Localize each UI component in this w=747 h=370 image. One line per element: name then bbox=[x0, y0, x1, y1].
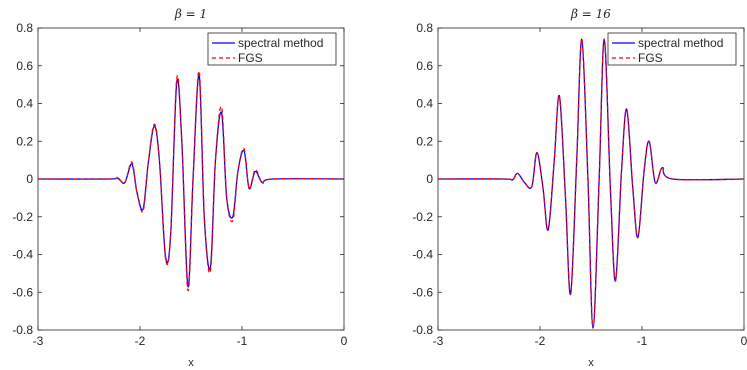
x-tick-label-right-0: -3 bbox=[433, 334, 444, 348]
legend-left: spectral method FGS bbox=[207, 32, 337, 66]
legend-label-fgs-right: FGS bbox=[638, 51, 663, 65]
legend-label-spectral-right: spectral method bbox=[638, 36, 723, 50]
x-axis-label-right: x bbox=[588, 357, 594, 369]
chart-right: -3 -2 -1 0 -0.8 -0.6 -0.4 -0.2 0 0.2 0.4 0.6 0.8 β =… bbox=[412, 7, 747, 369]
x-ticks-left bbox=[37, 28, 345, 330]
y-tick-label-right-3: -0.2 bbox=[412, 210, 433, 224]
x-tick-label-left-1: -2 bbox=[135, 334, 146, 348]
legend-label-fgs-left: FGS bbox=[238, 51, 263, 65]
y-tick-label-left-7: 0.6 bbox=[16, 59, 33, 73]
y-tick-label-right-7: 0.6 bbox=[416, 59, 433, 73]
legend-box-left bbox=[207, 32, 337, 66]
x-tick-label-right-2: -1 bbox=[637, 334, 648, 348]
x-axis-label-left: x bbox=[188, 357, 194, 369]
x-ticks-right bbox=[437, 28, 745, 330]
y-tick-label-right-4: 0 bbox=[426, 172, 433, 186]
chart-title-right: β = 16 bbox=[570, 7, 611, 21]
series-layer-right bbox=[437, 38, 745, 329]
y-tick-label-left-6: 0.4 bbox=[16, 97, 33, 111]
x-tick-label-right-3: 0 bbox=[741, 334, 747, 348]
chart-left: -3 -2 -1 0 -0.8 -0.6 -0.4 -0.2 0 0.2 0.4 0.6 0.8 β =… bbox=[12, 7, 347, 369]
x-tick-label-left-3: 0 bbox=[341, 334, 348, 348]
y-tick-label-right-2: -0.4 bbox=[412, 248, 433, 262]
x-tick-label-right-1: -2 bbox=[535, 334, 546, 348]
y-tick-label-right-1: -0.6 bbox=[412, 285, 433, 299]
legend-right: spectral method FGS bbox=[607, 32, 737, 66]
x-tick-label-left-2: -1 bbox=[237, 334, 248, 348]
tick-labels-left: -3 -2 -1 0 -0.8 -0.6 -0.4 -0.2 0 0.2 0.4 0.6 0.8 bbox=[12, 21, 347, 348]
y-tick-label-right-8: 0.8 bbox=[416, 21, 433, 35]
y-tick-label-left-3: -0.2 bbox=[12, 210, 33, 224]
y-tick-label-left-5: 0.2 bbox=[16, 134, 33, 148]
y-tick-label-right-0: -0.8 bbox=[412, 323, 433, 337]
series-layer-left bbox=[37, 70, 345, 292]
y-tick-label-right-5: 0.2 bbox=[416, 134, 433, 148]
y-tick-label-left-0: -0.8 bbox=[12, 323, 33, 337]
legend-label-spectral-left: spectral method bbox=[238, 36, 323, 50]
legend-box-right bbox=[607, 32, 737, 66]
series-line-right-fgs bbox=[437, 38, 745, 329]
x-tick-label-left-0: -3 bbox=[33, 334, 44, 348]
y-tick-label-left-2: -0.4 bbox=[12, 248, 33, 262]
chart-title-left: β = 1 bbox=[174, 7, 207, 21]
y-tick-label-left-8: 0.8 bbox=[16, 21, 33, 35]
y-tick-label-left-1: -0.6 bbox=[12, 285, 33, 299]
y-tick-label-left-4: 0 bbox=[26, 172, 33, 186]
y-tick-label-right-6: 0.4 bbox=[416, 97, 433, 111]
tick-labels-right: -3 -2 -1 0 -0.8 -0.6 -0.4 -0.2 0 0.2 0.4 0.6 0.8 bbox=[412, 21, 747, 348]
